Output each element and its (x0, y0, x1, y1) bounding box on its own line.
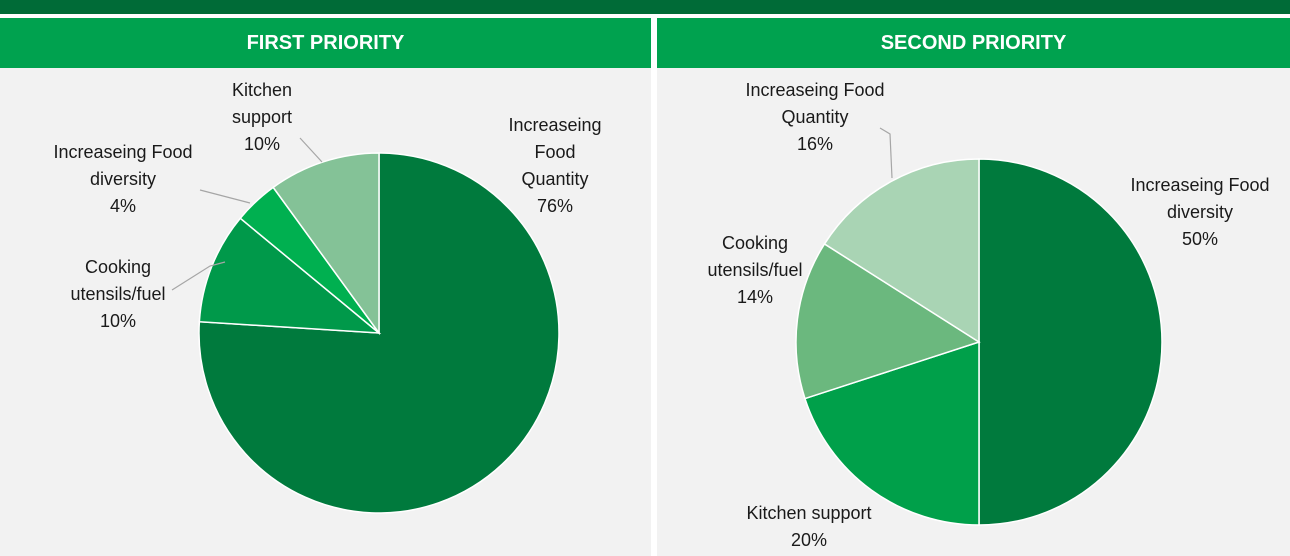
slice-label: Cooking utensils/fuel (70, 257, 166, 304)
slice-value-label: 10% (99, 311, 137, 331)
slice-label: Increaseing Food diversity (53, 142, 193, 189)
pie-slice (198, 217, 382, 334)
pie-slice (272, 152, 380, 336)
leader-line (299, 137, 323, 163)
leader-line (199, 189, 251, 204)
slice-value-label: 20% (790, 530, 828, 550)
slice-value-label: 14% (736, 287, 774, 307)
slice-value-label: 76% (536, 196, 574, 216)
slice-value-label: 10% (243, 134, 281, 154)
slice-label: Increaseing Food diversity (1130, 175, 1270, 222)
panel-title: FIRST PRIORITY (0, 18, 651, 68)
slice-label: Kitchen support (746, 503, 872, 523)
leader-line (171, 261, 226, 291)
slice-label: Increaseing Food Quantity (508, 115, 602, 189)
slice-value-label: 4% (109, 196, 136, 216)
panel-title: SECOND PRIORITY (657, 18, 1290, 68)
pie-slice (823, 158, 980, 344)
slice-label: Kitchen support (231, 80, 293, 127)
slice-value-label: 50% (1181, 229, 1219, 249)
pie-slice (978, 158, 1163, 526)
pie-slice (198, 152, 560, 514)
slice-label: Cooking utensils/fuel (707, 233, 803, 280)
leader-line (879, 127, 893, 179)
slice-label: Increaseing Food Quantity (745, 80, 885, 127)
slice-value-label: 16% (796, 134, 834, 154)
pie-slice (795, 242, 981, 400)
top-strip (0, 0, 1290, 14)
pie-slice (804, 340, 980, 526)
